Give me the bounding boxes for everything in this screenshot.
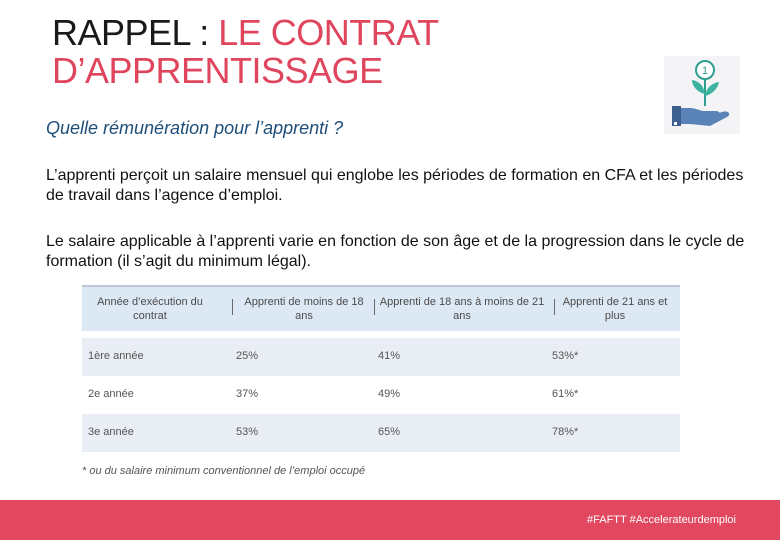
cell-under-18: 25% bbox=[236, 350, 259, 362]
header-18-to-21: Apprenti de 18 ans à moins de 21 ans bbox=[379, 296, 545, 322]
header-separator bbox=[374, 299, 375, 315]
paragraph-training-periods: L’apprenti perçoit un salaire mensuel qu… bbox=[46, 167, 744, 204]
cell-21-plus: 53%* bbox=[552, 350, 579, 362]
coin-label: 1 bbox=[702, 65, 708, 77]
cell-under-18: 37% bbox=[236, 388, 259, 400]
title-accent-line1: LE CONTRAT bbox=[218, 12, 439, 53]
hand-plant-coin-icon: 1 bbox=[664, 56, 740, 134]
header-under-18: Apprenti de moins de 18 ans bbox=[244, 296, 364, 322]
table-footnote: * ou du salaire minimum conventionnel de… bbox=[82, 465, 366, 477]
cell-under-18: 53% bbox=[236, 426, 259, 438]
cell-21-plus: 61%* bbox=[552, 388, 579, 400]
cell-18-to-21: 41% bbox=[378, 350, 401, 362]
header-separator bbox=[554, 299, 555, 315]
cell-year: 3e année bbox=[88, 426, 134, 438]
table-row: 2e année 37% 49% 61%* bbox=[82, 376, 680, 414]
header-contract-year: Année d’exécution du contrat bbox=[97, 296, 203, 322]
cell-year: 1ère année bbox=[88, 350, 144, 362]
header-separator bbox=[232, 299, 233, 315]
title-accent-line2: D’APPRENTISSAGE bbox=[52, 50, 383, 91]
slide-title: RAPPEL : LE CONTRAT D’APPRENTISSAGE bbox=[52, 14, 439, 90]
cell-18-to-21: 49% bbox=[378, 388, 401, 400]
title-prefix: RAPPEL : bbox=[52, 12, 219, 53]
footer-bar: #FAFTT #Accelerateurdemploi bbox=[0, 500, 780, 540]
cell-year: 2e année bbox=[88, 388, 134, 400]
header-21-plus: Apprenti de 21 ans et plus bbox=[562, 296, 668, 322]
salary-table: Année d’exécution du contrat Apprenti de… bbox=[82, 285, 680, 477]
cell-21-plus: 78%* bbox=[552, 426, 579, 438]
cell-18-to-21: 65% bbox=[378, 426, 401, 438]
section-heading: Quelle rémunération pour l’apprenti ? bbox=[46, 118, 344, 138]
table-header-row: Année d’exécution du contrat Apprenti de… bbox=[82, 285, 680, 331]
table-row: 3e année 53% 65% 78%* bbox=[82, 414, 680, 452]
table-row: 1ère année 25% 41% 53%* bbox=[82, 338, 680, 376]
paragraph-salary-rules: Le salaire applicable à l’apprenti varie… bbox=[46, 233, 745, 270]
footer-hashtags: #FAFTT #Accelerateurdemploi bbox=[587, 514, 736, 526]
